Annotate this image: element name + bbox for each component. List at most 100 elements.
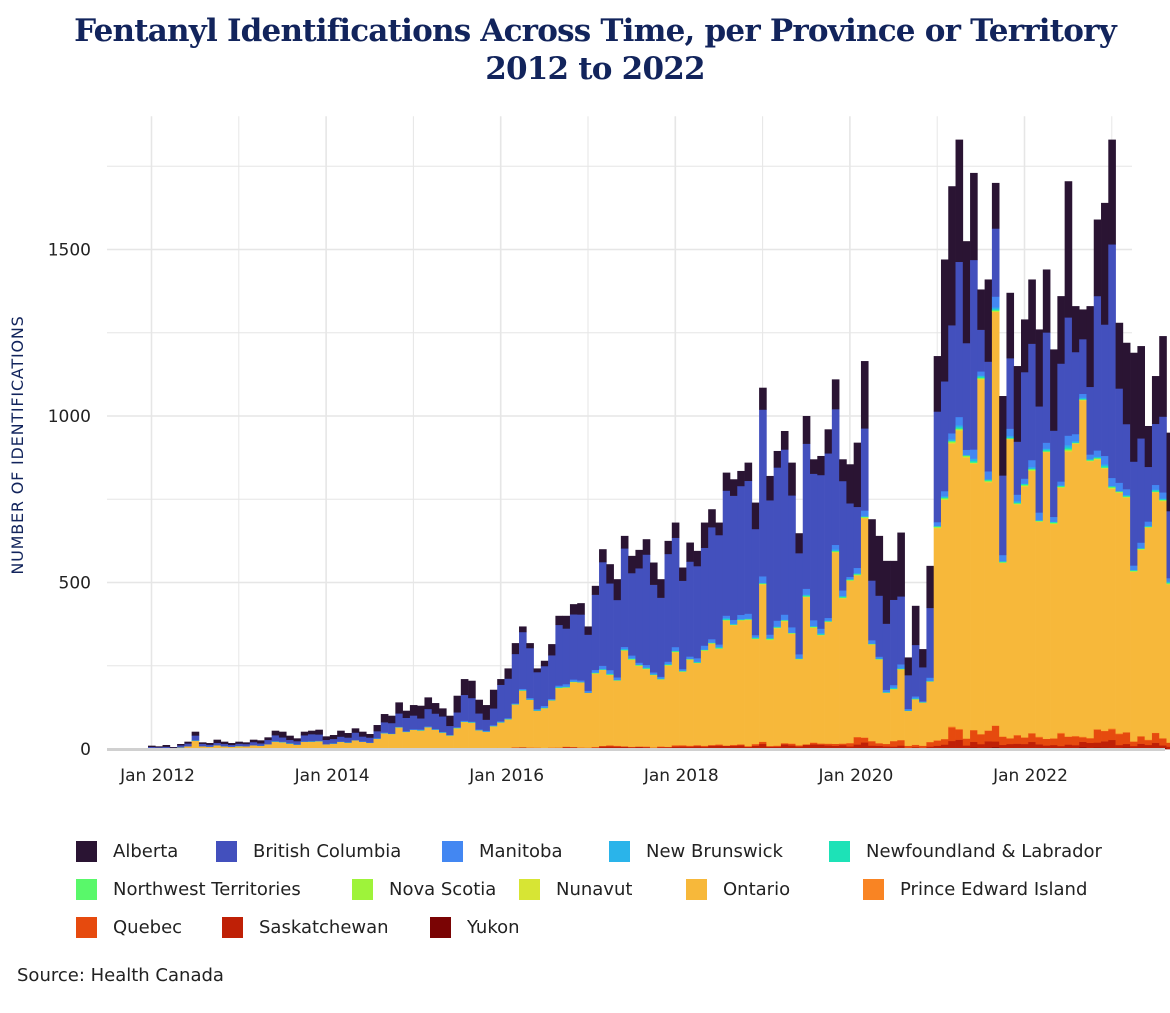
bar-segment-alberta <box>439 708 447 717</box>
bar-segment-nunavut <box>759 583 767 585</box>
bar-segment-british-columbia <box>846 503 854 578</box>
bar-segment-new-brunswick <box>1028 467 1036 469</box>
bar-segment-ontario <box>853 575 862 738</box>
bar-segment-british-columbia <box>810 473 818 621</box>
bar-segment-ontario <box>351 740 360 749</box>
bar-segment-new-brunswick <box>693 661 702 663</box>
bar-segment-british-columbia <box>890 599 898 686</box>
bar-segment-nunavut <box>1166 583 1170 585</box>
bar-segment-nova-scotia <box>759 583 767 585</box>
bar-segment-nova-scotia <box>679 671 687 672</box>
legend-item-ontario[interactable]: Ontario <box>686 878 863 900</box>
bar-segment-quebec <box>1144 740 1153 746</box>
legend-item-british-columbia[interactable]: British Columbia <box>216 840 442 862</box>
bar-segment-new-brunswick <box>817 633 825 635</box>
bar-segment-british-columbia <box>388 722 396 734</box>
bar-month-15 <box>257 740 265 750</box>
legend-item-new-brunswick[interactable]: New Brunswick <box>609 840 829 862</box>
bar-segment-alberta <box>540 660 549 667</box>
bar-segment-quebec <box>700 745 709 748</box>
legend-label: Ontario <box>723 878 791 900</box>
legend-swatch <box>352 878 373 900</box>
legend-item-nunavut[interactable]: Nunavut <box>519 878 686 900</box>
bar-segment-northwest-territories <box>1013 503 1022 504</box>
legend-item-newfoundland-labrador[interactable]: Newfoundland & Labrador <box>829 840 1102 862</box>
bar-segment-alberta <box>504 668 513 679</box>
legend-item-northwest-territories[interactable]: Northwest Territories <box>76 878 352 900</box>
bar-segment-alberta <box>599 549 607 563</box>
legend-item-saskatchewan[interactable]: Saskatchewan <box>222 916 430 938</box>
bar-segment-alberta <box>329 735 338 740</box>
bar-segment-alberta <box>642 539 651 555</box>
bar-segment-saskatchewan <box>715 745 724 749</box>
bar-segment-british-columbia <box>249 741 258 746</box>
bar-segment-ontario <box>402 731 411 749</box>
legend-label: Prince Edward Island <box>900 878 1088 900</box>
bar-segment-new-brunswick <box>802 594 811 596</box>
bar-month-117 <box>999 396 1007 750</box>
bar-segment-saskatchewan <box>817 744 825 749</box>
bar-segment-ontario <box>1064 451 1073 737</box>
bar-segment-british-columbia <box>962 342 971 450</box>
bar-segment-british-columbia <box>853 506 862 569</box>
bar-segment-manitoba <box>904 708 913 711</box>
bar-month-53 <box>533 668 542 750</box>
bar-segment-newfoundland-labrador <box>1013 502 1022 504</box>
bar-segment-alberta <box>759 387 767 410</box>
bar-segment-saskatchewan <box>1057 745 1065 750</box>
bar-segment-ontario <box>802 596 811 745</box>
bar-segment-northwest-territories <box>1130 570 1138 572</box>
bar-segment-alberta <box>155 746 163 748</box>
bar-month-86 <box>773 450 782 750</box>
bar-segment-british-columbia <box>679 580 687 670</box>
bar-segment-ontario <box>860 517 869 738</box>
bar-segment-alberta <box>1151 376 1160 425</box>
bar-segment-nunavut <box>1159 500 1167 502</box>
bar-month-45 <box>475 699 483 750</box>
bar-segment-manitoba <box>919 701 927 703</box>
bar-segment-ontario <box>475 730 483 749</box>
bar-segment-northwest-territories <box>970 462 978 463</box>
bar-segment-nova-scotia <box>839 597 847 599</box>
bar-segment-quebec <box>606 745 614 747</box>
bar-segment-saskatchewan <box>955 739 964 749</box>
bar-segment-ontario <box>213 745 222 750</box>
bar-segment-saskatchewan <box>628 747 636 749</box>
legend-item-manitoba[interactable]: Manitoba <box>442 840 609 862</box>
bar-segment-nova-scotia <box>831 551 840 553</box>
bar-segment-british-columbia <box>177 745 185 748</box>
source-note: Source: Health Canada <box>17 965 224 986</box>
bar-segment-manitoba <box>526 697 534 700</box>
bar-month-9 <box>213 739 222 750</box>
legend: Alberta British Columbia Manitoba New Bruns… <box>76 832 1156 946</box>
bar-segment-alberta <box>409 705 418 716</box>
bar-segment-manitoba <box>409 729 418 730</box>
legend-item-nova-scotia[interactable]: Nova Scotia <box>352 878 519 900</box>
bar-segment-quebec <box>526 747 534 749</box>
bar-segment-nova-scotia <box>1166 583 1170 585</box>
bar-segment-british-columbia <box>242 743 251 747</box>
legend-item-quebec[interactable]: Quebec <box>76 916 222 938</box>
chart-title-line1: Fentanyl Identifications Across Time, pe… <box>74 13 1117 49</box>
bar-segment-nova-scotia <box>766 639 774 640</box>
bar-segment-manitoba <box>679 668 687 671</box>
legend-item-alberta[interactable]: Alberta <box>76 840 216 862</box>
bar-month-73 <box>679 567 687 750</box>
bar-segment-newfoundland-labrador <box>751 637 760 639</box>
bar-segment-nova-scotia <box>977 378 985 380</box>
bar-segment-saskatchewan <box>1071 745 1080 749</box>
bar-segment-manitoba <box>955 416 964 426</box>
bar-segment-alberta <box>380 714 389 723</box>
bar-segment-manitoba <box>875 656 884 659</box>
legend-item-prince-edward-island[interactable]: Prince Edward Island <box>863 878 1113 900</box>
legend-item-yukon[interactable]: Yukon <box>430 916 560 938</box>
bar-segment-alberta <box>1086 306 1095 388</box>
bar-segment-manitoba <box>882 689 891 693</box>
bar-segment-british-columbia <box>351 732 360 741</box>
bar-segment-quebec <box>948 727 956 742</box>
bar-segment-manitoba <box>620 646 629 649</box>
bar-segment-british-columbia <box>700 547 709 646</box>
bar-segment-quebec <box>1079 737 1087 742</box>
bar-segment-alberta <box>497 679 505 685</box>
bar-segment-ontario <box>628 659 636 747</box>
